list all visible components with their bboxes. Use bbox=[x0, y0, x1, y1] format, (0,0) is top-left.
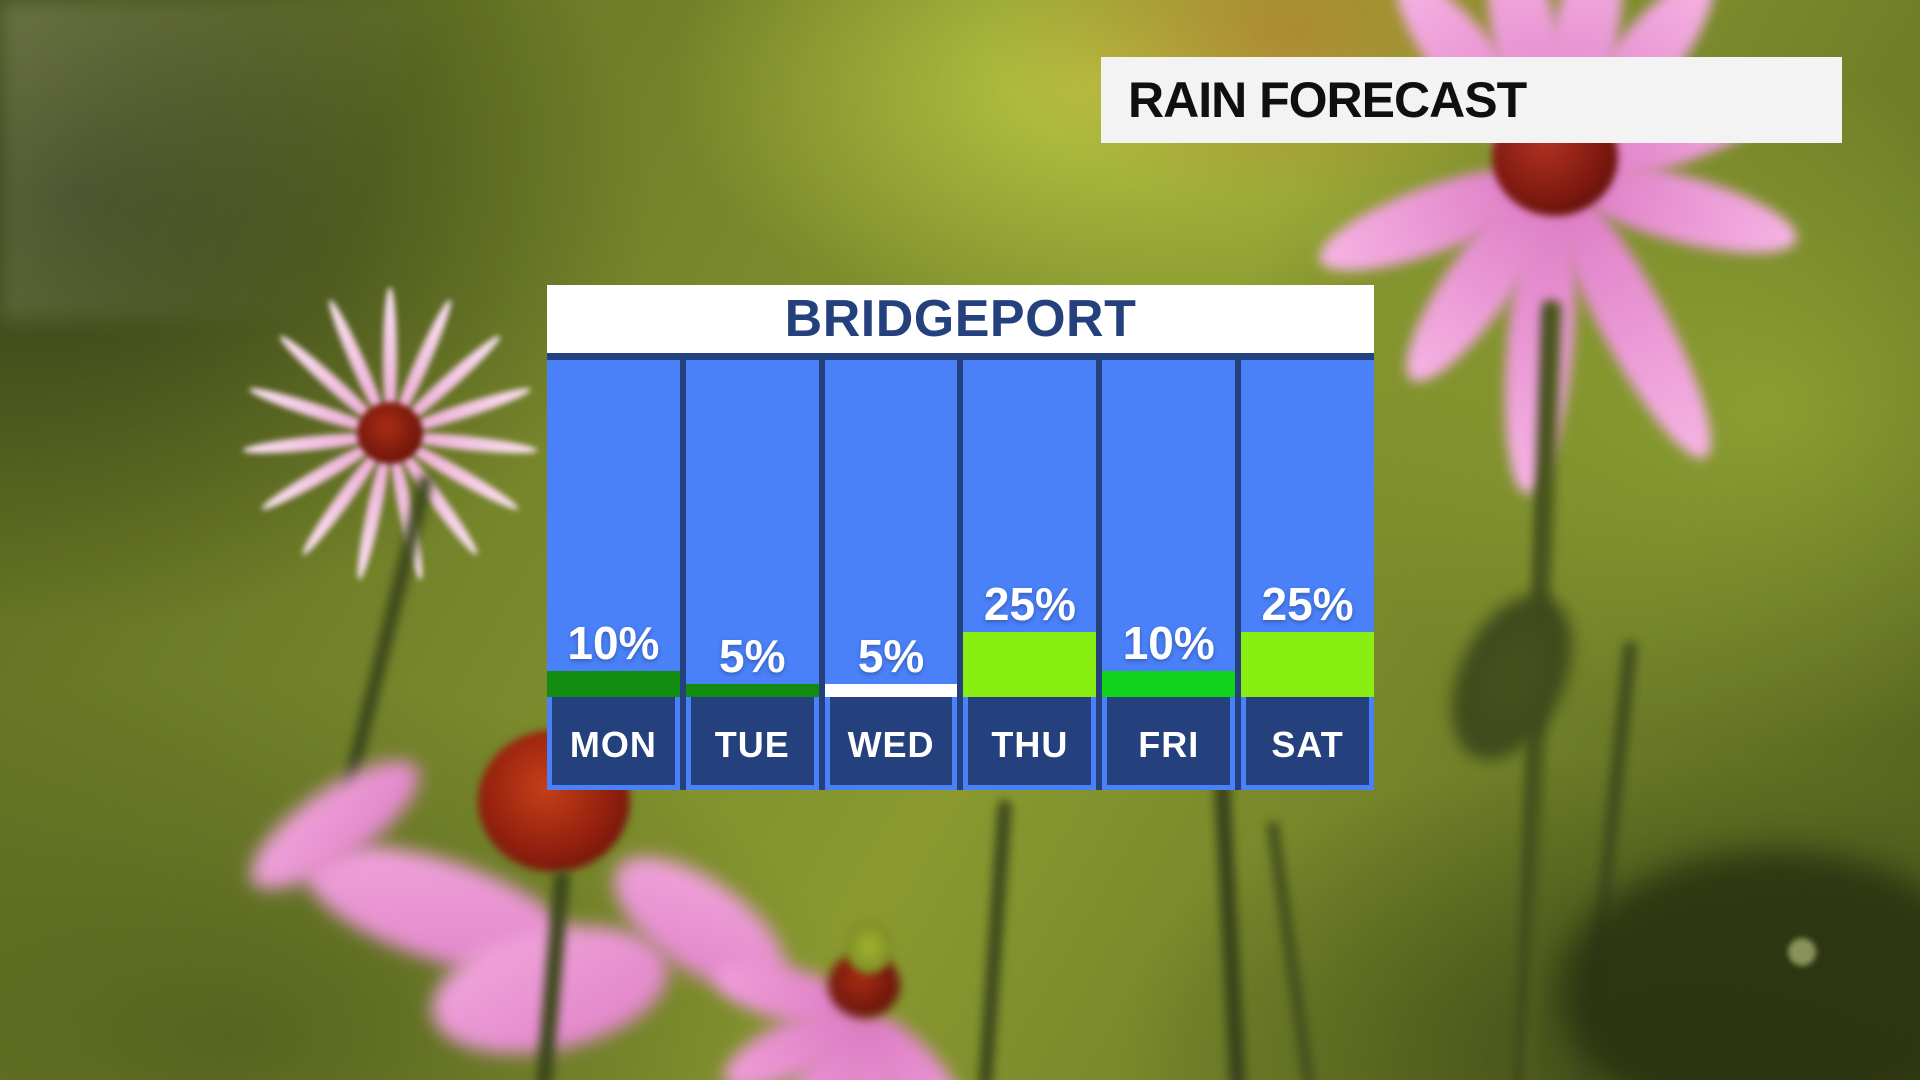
day-name: WED bbox=[847, 724, 935, 765]
dew-drop bbox=[1788, 938, 1816, 966]
day-name: FRI bbox=[1138, 724, 1200, 765]
rain-fill-bar bbox=[824, 684, 958, 697]
day-label-box: FRI bbox=[1102, 697, 1236, 790]
day-column: 25% THU bbox=[963, 360, 1097, 790]
coneflower-left-center bbox=[357, 402, 423, 464]
forecast-columns: 10% MON 5% TUE 5% WED 25% THU bbox=[547, 360, 1374, 790]
day-column: 10% MON bbox=[547, 360, 680, 790]
day-label-box: SAT bbox=[1241, 697, 1374, 790]
rain-percent-label: 10% bbox=[567, 617, 660, 669]
day-name: THU bbox=[991, 724, 1069, 765]
day-column: 5% WED bbox=[824, 360, 958, 790]
rain-fill-bar bbox=[1241, 632, 1374, 697]
rain-percent-label: 5% bbox=[719, 630, 786, 682]
rain-percent-label: 10% bbox=[1122, 617, 1215, 669]
rain-percent-label: 25% bbox=[1261, 578, 1354, 630]
banner-title: RAIN FORECAST bbox=[1128, 72, 1527, 128]
day-column: 5% TUE bbox=[685, 360, 819, 790]
header-separator bbox=[547, 353, 1374, 360]
day-name: TUE bbox=[714, 724, 790, 765]
panel-title: BRIDGEPORT bbox=[784, 290, 1137, 348]
rain-percent-label: 25% bbox=[983, 578, 1076, 630]
day-name: SAT bbox=[1271, 724, 1344, 765]
lens-glare bbox=[0, 0, 620, 320]
day-label-box: TUE bbox=[685, 697, 819, 790]
rain-forecast-banner: RAIN FORECAST bbox=[1101, 57, 1842, 143]
rain-fill-bar bbox=[685, 684, 819, 697]
forecast-panel: BRIDGEPORT 10% MON 5% TUE 5% WED bbox=[547, 285, 1374, 790]
rain-fill-bar bbox=[547, 671, 680, 697]
flower-bud bbox=[845, 920, 893, 974]
day-label-box: WED bbox=[824, 697, 958, 790]
rain-fill-bar bbox=[963, 632, 1097, 697]
day-column: 25% SAT bbox=[1241, 360, 1374, 790]
day-label-box: THU bbox=[963, 697, 1097, 790]
day-name: MON bbox=[569, 724, 657, 765]
rain-fill-bar bbox=[1102, 671, 1236, 697]
day-label-box: MON bbox=[547, 697, 680, 790]
panel-header: BRIDGEPORT bbox=[547, 285, 1374, 353]
rain-percent-label: 5% bbox=[857, 630, 925, 682]
day-column: 10% FRI bbox=[1102, 360, 1236, 790]
